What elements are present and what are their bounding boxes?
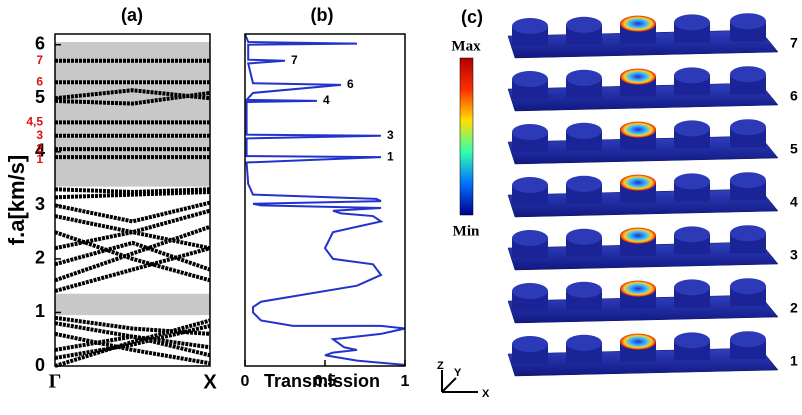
band-label: 1: [36, 152, 43, 166]
band: [54, 318, 211, 368]
axis-z: Z: [437, 360, 444, 372]
cylinder-top: [512, 336, 548, 352]
colorbar-min: Min: [453, 223, 480, 239]
x-tick-label: X: [203, 371, 217, 393]
cylinder-top: [730, 331, 766, 348]
colorbar: [459, 57, 474, 216]
band: [54, 224, 211, 283]
cylinder-top: [566, 122, 602, 139]
mode-label: 4: [790, 194, 798, 210]
cylinder-top: [730, 172, 766, 189]
y-tick-label: 5: [35, 87, 45, 107]
axis-triad: [441, 370, 478, 393]
band-label: 4,5: [26, 115, 43, 129]
cylinder-top: [620, 15, 656, 32]
band: [54, 323, 211, 360]
cylinder-top: [620, 333, 656, 350]
mode-label: 7: [790, 35, 798, 51]
x-tick-label: 0.5: [314, 373, 336, 390]
band-label: 7: [36, 53, 43, 67]
mode-label: 3: [790, 247, 798, 263]
mode-label: 2: [790, 300, 798, 316]
mode-label: 1: [790, 353, 798, 369]
band: [54, 246, 211, 293]
peak-label: 4: [323, 93, 330, 107]
band: [54, 88, 211, 101]
y-tick-label: 0: [35, 355, 45, 375]
band: [54, 208, 211, 251]
cylinder-top: [620, 68, 656, 85]
peak-label: 1: [387, 149, 394, 163]
band: [54, 214, 211, 251]
cylinder-top: [620, 121, 656, 138]
band-label: 3: [36, 128, 43, 142]
band: [54, 240, 211, 272]
y-tick-label: 6: [35, 33, 45, 53]
x-tick-label: 0: [241, 373, 250, 390]
band: [54, 321, 211, 350]
band-gap: [55, 293, 210, 316]
cylinder-top: [566, 69, 602, 86]
colorbar-max: Max: [451, 38, 481, 54]
cylinder-top: [512, 177, 548, 193]
peak-label: 6: [347, 77, 354, 91]
cylinder-top: [730, 13, 766, 30]
band: [54, 189, 211, 200]
mode-label: 5: [790, 141, 798, 157]
cylinder-top: [566, 334, 602, 351]
cylinder-top: [512, 283, 548, 299]
cylinder-top: [566, 228, 602, 245]
y-tick-label: 2: [35, 248, 45, 268]
y-tick-label: 4: [35, 141, 45, 161]
band-label: 6: [36, 74, 43, 88]
mode-label: 6: [790, 88, 798, 104]
axis-x: X: [482, 388, 490, 400]
panel-label: (a): [121, 5, 143, 25]
cylinder-top: [730, 278, 766, 295]
band: [54, 187, 211, 194]
x-axis-label: Transmission: [264, 371, 380, 391]
cylinder-top: [620, 280, 656, 297]
cylinder-top: [674, 120, 710, 137]
x-tick-label: Γ: [49, 371, 62, 393]
plot-frame: [54, 33, 211, 367]
cylinder-top: [512, 124, 548, 140]
cylinder-top: [512, 18, 548, 34]
band: [54, 200, 211, 224]
cylinder-top: [674, 173, 710, 190]
cylinder-top: [730, 66, 766, 83]
y-axis-label: f.a[km/s]: [4, 155, 29, 245]
cylinder-top: [674, 226, 710, 243]
band-gap: [55, 42, 210, 187]
cylinder-top: [512, 230, 548, 246]
cylinder-top: [566, 175, 602, 192]
cylinder-top: [566, 281, 602, 298]
panel-label: (c): [461, 7, 483, 27]
band-label: 2: [36, 141, 43, 155]
band: [54, 230, 211, 283]
band: [54, 331, 211, 366]
peak-label: 7: [291, 53, 298, 67]
cylinder-top: [674, 14, 710, 31]
cylinder-top: [674, 67, 710, 84]
x-tick-label: 1: [401, 373, 410, 390]
transmission-line: [244, 33, 406, 366]
axis-y: Y: [454, 367, 462, 379]
y-tick-label: 3: [35, 194, 45, 214]
cylinder-top: [730, 225, 766, 242]
cylinder-top: [512, 71, 548, 87]
cylinder-top: [674, 332, 710, 349]
y-tick-label: 1: [35, 301, 45, 321]
cylinder-top: [566, 16, 602, 33]
cylinder-top: [674, 279, 710, 296]
cylinder-top: [620, 227, 656, 244]
cylinder-top: [620, 174, 656, 191]
peak-label: 3: [387, 128, 394, 142]
panel-label: (b): [311, 5, 334, 25]
cylinder-top: [730, 119, 766, 136]
band: [54, 315, 211, 336]
